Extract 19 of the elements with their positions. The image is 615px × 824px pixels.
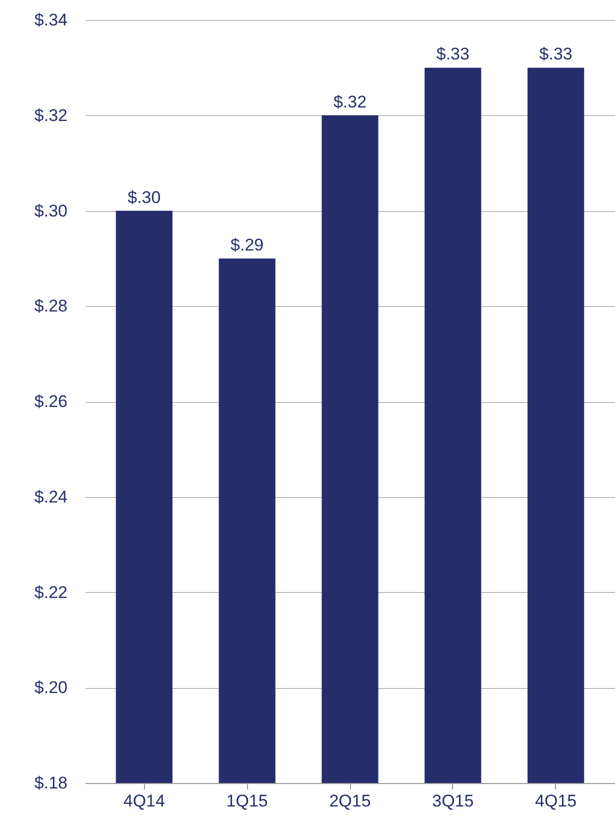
data-label: $.30 [128, 188, 161, 207]
y-tick-label: $.22 [34, 582, 68, 602]
y-tick-label: $.26 [34, 392, 68, 411]
data-label: $.32 [333, 92, 367, 112]
y-tick-label: $.24 [34, 487, 68, 506]
y-tick-label: $.32 [34, 106, 68, 125]
y-tick-label: $.20 [34, 678, 68, 698]
y-tick-label: $.30 [34, 201, 68, 220]
x-tick-label: 2Q15 [329, 792, 371, 810]
x-tick-label: 4Q15 [535, 792, 577, 810]
x-tick-label: 1Q15 [226, 792, 268, 810]
x-tick-label: 4Q14 [123, 792, 165, 810]
y-tick-label: $.18 [34, 774, 68, 792]
data-label: $.33 [436, 44, 470, 64]
data-label: $.33 [539, 44, 572, 64]
y-tick-label: $.34 [34, 10, 68, 30]
data-label: $.29 [230, 235, 264, 254]
y-tick-label: $.28 [34, 296, 68, 316]
x-tick-label: 3Q15 [432, 792, 474, 810]
